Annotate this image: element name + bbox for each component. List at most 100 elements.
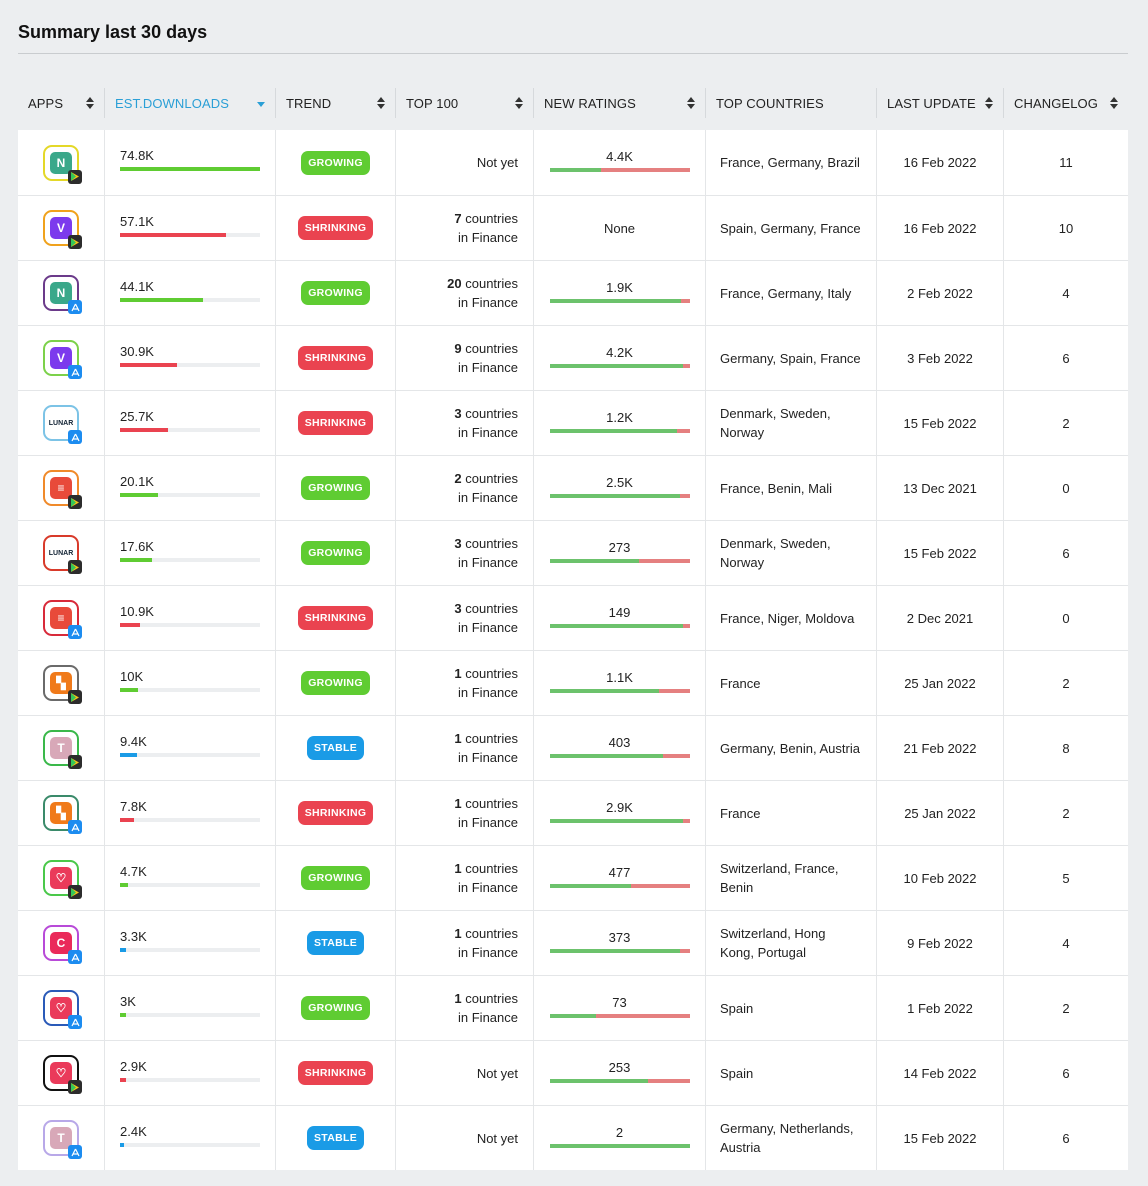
app-cell[interactable]: V <box>18 196 104 260</box>
table-row[interactable]: ♡ 4.7K GROWING 1 countries in Finance 477… <box>18 845 1128 910</box>
ratings-value: None <box>603 220 636 236</box>
top100-cell: Not yet <box>395 130 533 195</box>
n-app-icon[interactable]: N <box>43 144 82 184</box>
app-cell[interactable]: ▚ <box>18 781 104 845</box>
sort-icon[interactable] <box>86 96 94 110</box>
trend-cell: SHRINKING <box>275 586 395 650</box>
changelog-cell[interactable]: 4 <box>1003 261 1128 325</box>
header-ratings[interactable]: NEW RATINGS <box>533 88 705 118</box>
sort-icon[interactable] <box>377 96 385 110</box>
sort-icon[interactable] <box>687 96 695 110</box>
app-cell[interactable]: N <box>18 130 104 195</box>
changelog-cell[interactable]: 6 <box>1003 521 1128 585</box>
top100-cell: 20 countries in Finance <box>395 261 533 325</box>
app-cell[interactable]: T <box>18 716 104 780</box>
sort-desc-icon[interactable] <box>257 96 265 110</box>
app-cell[interactable]: C <box>18 911 104 975</box>
header-trend[interactable]: TREND <box>275 88 395 118</box>
table-row[interactable]: ♡ 3K GROWING 1 countries in Finance 73 Sp… <box>18 975 1128 1040</box>
header-changelog[interactable]: CHANGELOG <box>1003 88 1128 118</box>
table-row[interactable]: ♡ 2.9K SHRINKING Not yet 253 Spain 14 Fe… <box>18 1040 1128 1105</box>
t-app-icon[interactable]: T <box>43 730 82 769</box>
v-app-icon[interactable]: V <box>43 340 82 379</box>
downloads-cell: 9.4K <box>104 716 275 780</box>
header-downloads[interactable]: EST.DOWNLOADS <box>104 88 275 118</box>
app-cell[interactable]: ♡ <box>18 976 104 1040</box>
trend-cell: STABLE <box>275 716 395 780</box>
c-app-icon[interactable]: C <box>43 925 82 964</box>
t-app-icon[interactable]: T <box>43 1120 82 1159</box>
top100-cell: 1 countries in Finance <box>395 716 533 780</box>
heart-app-icon[interactable]: ♡ <box>43 990 82 1029</box>
table-row[interactable]: ▚ 10K GROWING 1 countries in Finance 1.1K… <box>18 650 1128 715</box>
table-row[interactable]: ≡ 20.1K GROWING 2 countries in Finance 2.… <box>18 455 1128 520</box>
changelog-cell[interactable]: 4 <box>1003 911 1128 975</box>
table-row[interactable]: T 2.4K STABLE Not yet 2 Germany, Netherl… <box>18 1105 1128 1170</box>
table-row[interactable]: ▚ 7.8K SHRINKING 1 countries in Finance 2… <box>18 780 1128 845</box>
app-cell[interactable]: ▚ <box>18 651 104 715</box>
changelog-cell[interactable]: 2 <box>1003 976 1128 1040</box>
changelog-cell[interactable]: 0 <box>1003 586 1128 650</box>
lunar-app-icon[interactable]: LUNAR <box>43 405 82 444</box>
changelog-cell[interactable]: 2 <box>1003 781 1128 845</box>
changelog-cell[interactable]: 10 <box>1003 196 1128 260</box>
table-row[interactable]: V 30.9K SHRINKING 9 countries in Finance … <box>18 325 1128 390</box>
n-app-icon[interactable]: N <box>43 275 82 314</box>
table-row[interactable]: N 44.1K GROWING 20 countries in Finance 1… <box>18 260 1128 325</box>
trend-badge: GROWING <box>301 866 370 890</box>
last-update-cell: 14 Feb 2022 <box>876 1041 1003 1105</box>
changelog-cell[interactable]: 8 <box>1003 716 1128 780</box>
ratings-value: 273 <box>608 539 631 555</box>
table-row[interactable]: LUNAR 25.7K SHRINKING 3 countries in Fina… <box>18 390 1128 455</box>
changelog-cell[interactable]: 6 <box>1003 326 1128 390</box>
changelog-cell[interactable]: 11 <box>1003 130 1128 195</box>
sort-icon[interactable] <box>1110 96 1118 110</box>
table-row[interactable]: C 3.3K STABLE 1 countries in Finance 373 … <box>18 910 1128 975</box>
heart-app-icon[interactable]: ♡ <box>43 1055 82 1094</box>
app-cell[interactable]: ≡ <box>18 456 104 520</box>
app-cell[interactable]: ♡ <box>18 1041 104 1105</box>
last-update-cell: 3 Feb 2022 <box>876 326 1003 390</box>
app-cell[interactable]: ♡ <box>18 846 104 910</box>
table-row[interactable]: LUNAR 17.6K GROWING 3 countries in Financ… <box>18 520 1128 585</box>
app-cell[interactable]: ≡ <box>18 586 104 650</box>
header-apps-label: APPS <box>28 95 64 111</box>
app-icon-glyph: ≡ <box>50 477 72 499</box>
sort-icon[interactable] <box>515 96 523 110</box>
top100-text: 1 countries in Finance <box>454 796 518 830</box>
changelog-cell[interactable]: 0 <box>1003 456 1128 520</box>
app-cell[interactable]: V <box>18 326 104 390</box>
sort-icon[interactable] <box>985 96 993 110</box>
table-row[interactable]: V 57.1K SHRINKING 7 countries in Finance … <box>18 195 1128 260</box>
table-row[interactable]: T 9.4K STABLE 1 countries in Finance 403 … <box>18 715 1128 780</box>
wallet-app-icon[interactable]: ≡ <box>43 600 82 639</box>
trend-cell: STABLE <box>275 1106 395 1170</box>
app-cell[interactable]: LUNAR <box>18 521 104 585</box>
v-app-icon[interactable]: V <box>43 210 82 249</box>
trend-badge: GROWING <box>301 476 370 500</box>
changelog-cell[interactable]: 5 <box>1003 846 1128 910</box>
heart-app-icon[interactable]: ♡ <box>43 860 82 899</box>
top100-count: 3 <box>454 601 462 616</box>
changelog-cell[interactable]: 2 <box>1003 391 1128 455</box>
lunar-app-icon[interactable]: LUNAR <box>43 535 82 574</box>
changelog-cell[interactable]: 6 <box>1003 1041 1128 1105</box>
app-cell[interactable]: N <box>18 261 104 325</box>
app-cell[interactable]: LUNAR <box>18 391 104 455</box>
wallet-app-icon[interactable]: ≡ <box>43 470 82 509</box>
ratings-bar-positive <box>549 1143 690 1148</box>
changelog-cell[interactable]: 6 <box>1003 1106 1128 1170</box>
header-top100[interactable]: TOP 100 <box>395 88 533 118</box>
block-app-icon[interactable]: ▚ <box>43 665 82 704</box>
downloads-bar <box>120 1012 260 1017</box>
header-apps[interactable]: APPS <box>18 88 104 118</box>
downloads-cell: 10.9K <box>104 586 275 650</box>
header-update[interactable]: LAST UPDATE <box>876 88 1003 118</box>
block-app-icon[interactable]: ▚ <box>43 795 82 834</box>
table-row[interactable]: N 74.8K GROWING Not yet 4.4K France, Ger… <box>18 130 1128 195</box>
table-row[interactable]: ≡ 10.9K SHRINKING 3 countries in Finance … <box>18 585 1128 650</box>
top100-text: 1 countries in Finance <box>454 926 518 960</box>
app-cell[interactable]: T <box>18 1106 104 1170</box>
changelog-cell[interactable]: 2 <box>1003 651 1128 715</box>
last-update-cell: 15 Feb 2022 <box>876 1106 1003 1170</box>
